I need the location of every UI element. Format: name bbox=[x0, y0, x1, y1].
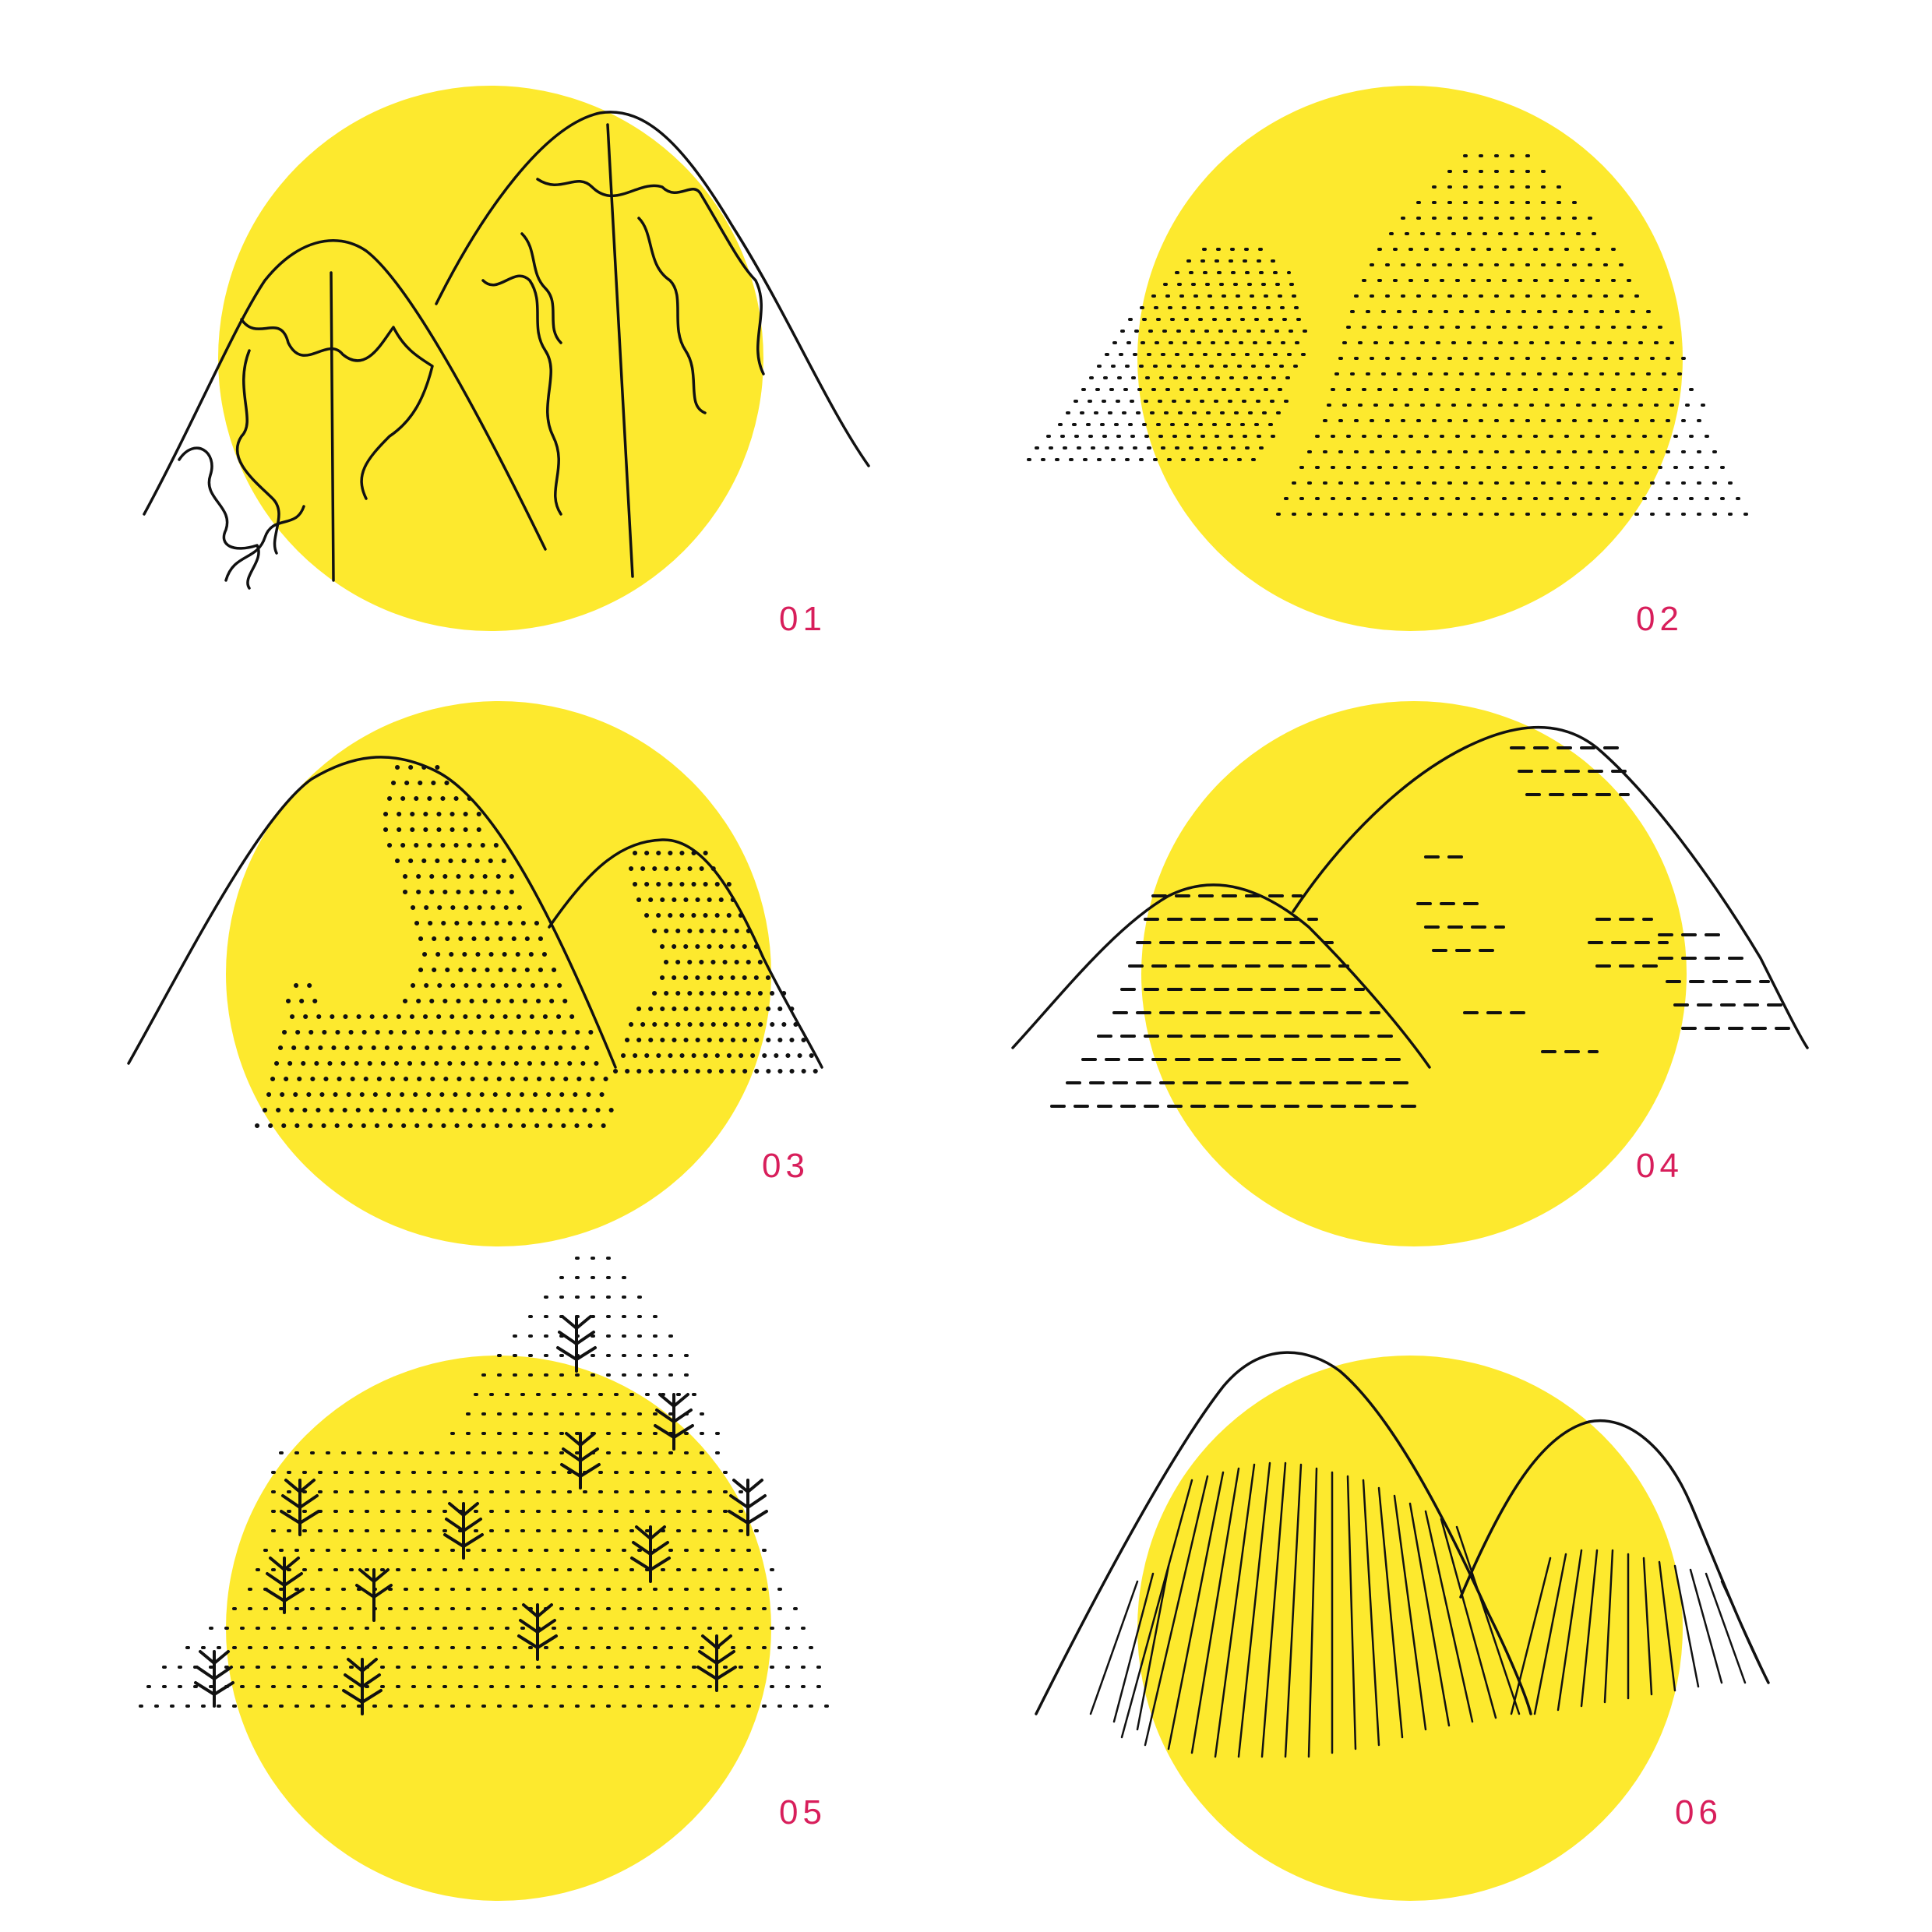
sun-circle-02 bbox=[1137, 86, 1683, 631]
panel-06 bbox=[1035, 1351, 1770, 1901]
panel-label-02: 02 bbox=[1636, 600, 1683, 638]
mountain-01-snow-right-d bbox=[520, 232, 562, 344]
pine-tree-05-6 bbox=[728, 1479, 768, 1536]
sun-circle-01 bbox=[218, 86, 763, 631]
mountain-04-left-outline bbox=[1011, 883, 1431, 1069]
panel-label-03: 03 bbox=[762, 1147, 809, 1185]
mountain-06-left-outline bbox=[1035, 1351, 1532, 1715]
pine-tree-05-7 bbox=[630, 1525, 671, 1583]
mountain-03-left-outline bbox=[127, 756, 617, 1069]
panel-label-01: 01 bbox=[779, 600, 827, 638]
mountain-06-right-outline bbox=[1459, 1419, 1770, 1684]
pine-tree-05-5 bbox=[443, 1502, 484, 1560]
mountains-04 bbox=[1011, 726, 1809, 1069]
pine-tree-05-10 bbox=[517, 1603, 558, 1661]
sun-circle-06 bbox=[1137, 1356, 1683, 1901]
mountain-03-right-stipple bbox=[613, 851, 820, 1074]
sun-circle-03 bbox=[226, 701, 771, 1246]
panel-05 bbox=[139, 1257, 843, 1901]
mountain-01-snow-right-a bbox=[536, 178, 765, 375]
mountain-04-right-outline bbox=[1292, 726, 1809, 1049]
mountain-01-right-ridge bbox=[606, 123, 634, 578]
panel-01 bbox=[143, 86, 870, 631]
panel-label-05: 05 bbox=[779, 1793, 827, 1832]
pine-tree-05-1 bbox=[556, 1315, 597, 1373]
panel-03 bbox=[127, 701, 823, 1246]
panel-label-06: 06 bbox=[1675, 1793, 1722, 1832]
pine-tree-05-9 bbox=[355, 1568, 393, 1622]
mountain-01-left-outline bbox=[143, 239, 547, 551]
pine-tree-05-8 bbox=[264, 1557, 305, 1614]
mountain-01-snow-left bbox=[240, 318, 434, 500]
panel-02 bbox=[1027, 86, 1762, 631]
mountain-01-left-ridge bbox=[330, 271, 335, 582]
pine-tree-05-2 bbox=[654, 1393, 694, 1451]
mountain-03-stipple bbox=[255, 765, 618, 1128]
mountain-02-left-texture bbox=[1027, 248, 1310, 461]
mountains-06 bbox=[1035, 1351, 1770, 1715]
mountain-03-right-outline bbox=[548, 838, 823, 1069]
mountain-01-snow-right-c bbox=[637, 217, 707, 414]
mountain-06-hatch bbox=[1089, 1461, 1770, 1758]
mountain-01-right-outline bbox=[435, 111, 870, 467]
mountain-04-scallops bbox=[1050, 746, 1793, 1108]
sun-circle-04 bbox=[1141, 701, 1687, 1246]
pine-tree-05-11 bbox=[696, 1634, 737, 1692]
panel-label-04: 04 bbox=[1636, 1147, 1683, 1185]
mountain-01-foot bbox=[224, 505, 305, 582]
panel-04 bbox=[1011, 701, 1809, 1246]
pine-tree-05-12 bbox=[194, 1650, 234, 1708]
mountain-02-right-texture bbox=[1276, 154, 1762, 516]
mountain-01-snow-left-c bbox=[178, 446, 260, 590]
pine-tree-05-13 bbox=[342, 1658, 383, 1715]
mountains-01 bbox=[143, 111, 870, 590]
pine-trees-05 bbox=[194, 1315, 768, 1715]
mountain-01-snow-right-b bbox=[481, 274, 562, 516]
sun-circle-05 bbox=[226, 1356, 771, 1901]
mountains-03 bbox=[127, 756, 823, 1069]
pine-tree-05-3 bbox=[560, 1432, 601, 1490]
pine-tree-05-4 bbox=[280, 1479, 320, 1536]
